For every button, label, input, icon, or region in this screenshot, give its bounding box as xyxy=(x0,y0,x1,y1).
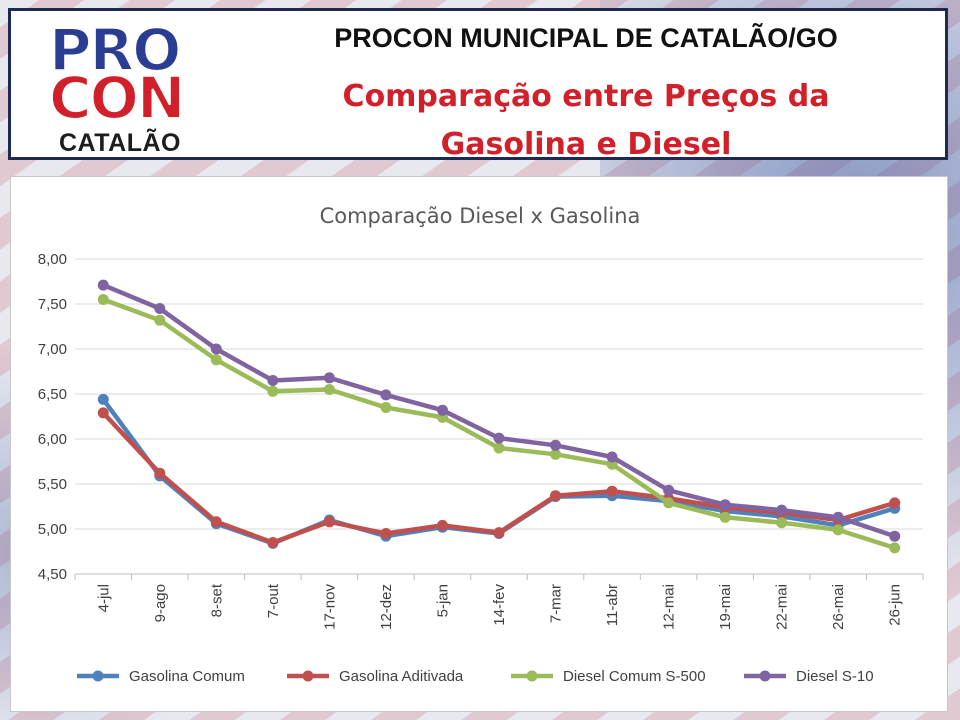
legend-swatch-marker xyxy=(759,670,771,682)
chart-panel: Comparação Diesel x Gasolina 8,00 7,50 7,0… xyxy=(10,176,948,712)
y-tick-label: 8,00 xyxy=(38,251,67,268)
x-tick-label: 12-dez xyxy=(378,584,395,630)
x-tick-label: 9-ago xyxy=(152,584,169,622)
y-tick-label: 5,00 xyxy=(38,521,67,538)
page-subtitle: Comparação entre Preços da Gasolina e Di… xyxy=(241,73,931,169)
legend-swatch-marker xyxy=(526,670,538,682)
x-tick-label: 11-abr xyxy=(604,584,621,626)
series-diesel-s-10 xyxy=(97,279,901,542)
chart-series xyxy=(97,279,901,554)
data-point xyxy=(380,528,392,539)
data-point xyxy=(776,504,788,516)
data-point xyxy=(719,511,731,523)
data-point xyxy=(719,499,731,511)
header-banner: PRO CON CATALÃO PROCON MUNICIPAL DE CATA… xyxy=(8,8,948,162)
legend-item: Diesel Comum S-500 xyxy=(511,668,706,685)
x-tick-label: 14-fev xyxy=(491,584,508,626)
data-point xyxy=(154,303,166,314)
procon-logo: PRO CON CATALÃO xyxy=(48,16,214,161)
page-title: PROCON MUNICIPAL DE CATALÃO/GO xyxy=(334,23,838,53)
data-point xyxy=(267,385,279,397)
data-point xyxy=(832,511,844,523)
x-tick-label: 7-mar xyxy=(548,584,565,623)
y-tick-label: 7,00 xyxy=(38,341,67,358)
data-point xyxy=(889,497,901,509)
page-subtitle-line2: Gasolina e Diesel xyxy=(440,127,732,162)
data-point xyxy=(606,485,618,497)
y-tick-label: 6,50 xyxy=(38,386,67,403)
x-tick-label: 17-nov xyxy=(321,584,338,630)
series-line xyxy=(101,282,897,539)
x-tick-label: 26-mai xyxy=(830,584,847,630)
x-tick-label: 26-jun xyxy=(887,584,904,626)
data-point xyxy=(776,517,788,529)
data-point xyxy=(436,519,448,531)
legend-item: Gasolina Aditivada xyxy=(287,668,464,685)
page-subtitle-line1: Comparação entre Preços da xyxy=(342,79,830,114)
data-point xyxy=(210,516,222,528)
x-axis-ticks: 4-jul 9-ago 8-set 7-out 17-nov 12-dez 5-jan 14-… xyxy=(95,583,903,630)
data-point xyxy=(267,375,279,386)
data-point xyxy=(323,372,335,384)
data-point xyxy=(380,402,392,413)
data-point xyxy=(550,448,562,460)
data-point xyxy=(889,530,901,542)
legend-swatch-marker xyxy=(302,670,314,682)
chart-title: Comparação Diesel x Gasolina xyxy=(320,204,641,228)
data-point xyxy=(606,451,618,463)
legend-swatch-marker xyxy=(92,670,104,682)
data-point xyxy=(154,314,166,326)
x-tick-label: 12-mai xyxy=(661,584,678,630)
data-point xyxy=(97,393,109,405)
y-tick-label: 5,50 xyxy=(38,476,67,493)
x-tick-label: 22-mai xyxy=(774,584,791,630)
data-point xyxy=(97,407,109,419)
y-tick-label: 6,00 xyxy=(38,431,67,448)
data-point xyxy=(436,404,448,416)
logo-catalao-text: CATALÃO xyxy=(59,129,181,157)
line-chart: Comparação Diesel x Gasolina 8,00 7,50 7,0… xyxy=(38,204,924,685)
data-point xyxy=(663,497,675,509)
data-point xyxy=(832,524,844,536)
y-axis-ticks: 8,00 7,50 7,00 6,50 6,00 5,50 5,00 4,50 xyxy=(38,251,67,583)
x-tick-label: 8-set xyxy=(208,583,225,617)
data-point xyxy=(210,354,222,366)
legend-item: Gasolina Comum xyxy=(77,668,245,685)
x-tick-label: 5-jan xyxy=(434,584,451,617)
data-point xyxy=(663,484,675,496)
data-point xyxy=(493,527,505,539)
data-point xyxy=(97,294,109,305)
legend-item: Diesel S-10 xyxy=(744,668,874,685)
data-point xyxy=(210,343,222,355)
x-tick-label: 4-jul xyxy=(95,584,112,612)
legend-label: Gasolina Aditivada xyxy=(339,668,464,685)
data-point xyxy=(550,439,562,451)
legend-label: Diesel Comum S-500 xyxy=(563,668,706,685)
data-point xyxy=(889,542,901,554)
y-tick-label: 7,50 xyxy=(38,296,67,313)
data-point xyxy=(493,442,505,454)
data-point xyxy=(323,516,335,528)
chart-legend: Gasolina Comum Gasolina Aditivada Diesel C… xyxy=(77,668,874,685)
series-diesel-comum-s-500 xyxy=(97,294,901,554)
data-point xyxy=(154,467,166,479)
logo-pro-text: PRO xyxy=(48,16,182,84)
data-point xyxy=(323,384,335,395)
legend-label: Gasolina Comum xyxy=(129,668,245,685)
data-point xyxy=(97,279,109,291)
data-point xyxy=(267,537,279,548)
legend-label: Diesel S-10 xyxy=(796,668,874,685)
x-tick-label: 19-mai xyxy=(717,584,734,630)
data-point xyxy=(380,389,392,401)
data-point xyxy=(493,432,505,444)
y-tick-label: 4,50 xyxy=(38,566,67,583)
logo-con-text: CON xyxy=(48,64,186,132)
data-point xyxy=(550,490,562,502)
x-tick-label: 7-out xyxy=(265,583,282,618)
